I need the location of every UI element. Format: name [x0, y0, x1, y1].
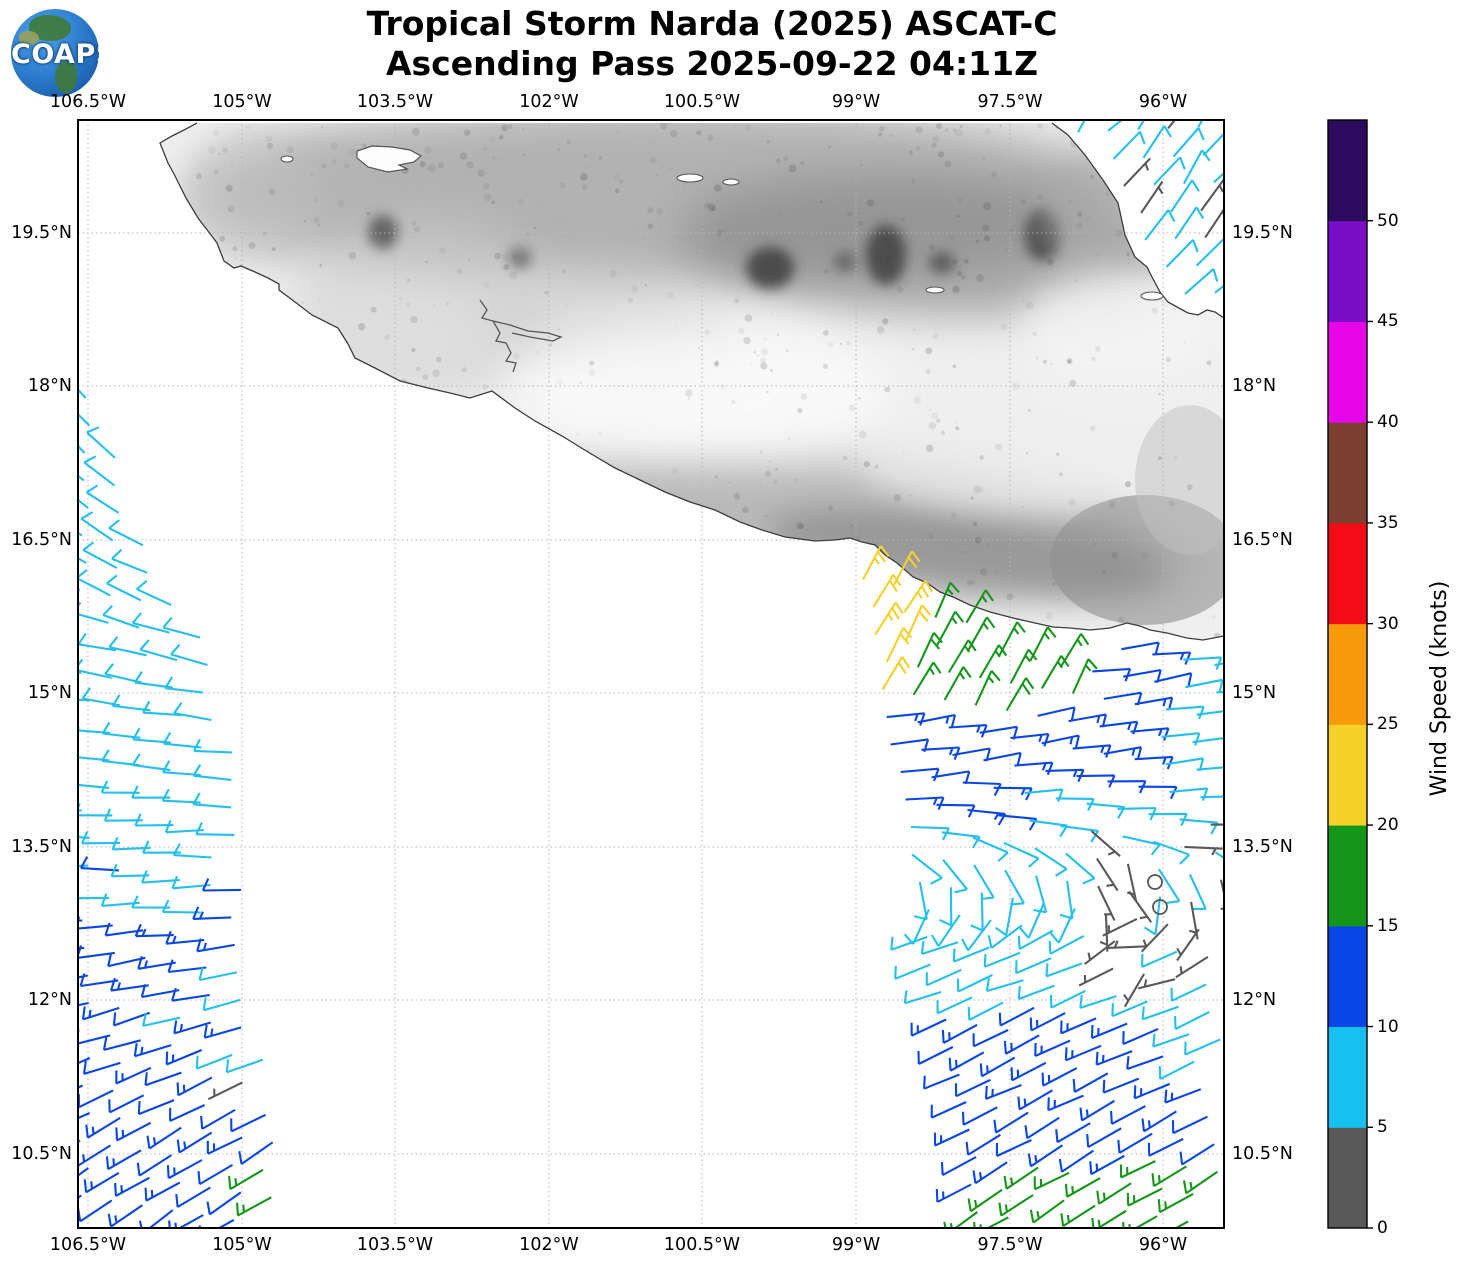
- colorbar-tick-label: 50: [1377, 210, 1399, 231]
- lon-tick-label-top: 105°W: [212, 92, 272, 112]
- colorbar-tick-label: 40: [1377, 412, 1399, 433]
- lat-tick-label-left: 12°N: [27, 990, 72, 1010]
- colorbar-tick-label: 25: [1377, 714, 1399, 735]
- lon-tick-label-bottom: 106.5°W: [49, 1235, 127, 1255]
- lat-tick-label-left: 18°N: [27, 376, 72, 396]
- logo-text: COAPS: [11, 39, 99, 70]
- coastlines: [159, 122, 1224, 641]
- lon-tick-label-top: 100.5°W: [663, 92, 741, 112]
- lon-tick-label-bottom: 103.5°W: [356, 1235, 434, 1255]
- lon-tick-label-bottom: 105°W: [212, 1235, 272, 1255]
- lat-tick-label-left: 10.5°N: [11, 1144, 72, 1164]
- lat-tick-label-right: 13.5°N: [1232, 837, 1293, 857]
- colorbar-segment: [1328, 1127, 1367, 1229]
- logo-continent-blob: [19, 31, 39, 45]
- colorbar-segment: [1328, 1026, 1367, 1128]
- lon-tick-label-bottom: 99°W: [831, 1235, 881, 1255]
- lat-tick-label-left: 16.5°N: [11, 530, 72, 550]
- colorbar-tick-label: 45: [1377, 311, 1399, 332]
- colorbar-segment: [1328, 925, 1367, 1028]
- lon-tick-label-bottom: 97.5°W: [977, 1235, 1043, 1255]
- lon-tick-label-bottom: 96°W: [1138, 1235, 1188, 1255]
- colorbar-tick-label: 30: [1377, 613, 1399, 634]
- colorbar-tick-label: 10: [1377, 1016, 1399, 1037]
- lat-tick-label-left: 19.5°N: [11, 223, 72, 243]
- lon-tick-label-top: 99°W: [831, 92, 881, 112]
- colorbar-tick-label: 15: [1377, 915, 1399, 936]
- lon-tick-label-bottom: 102°W: [519, 1235, 579, 1255]
- colorbar-segment: [1328, 724, 1367, 826]
- colorbar-tick-label: 5: [1377, 1117, 1388, 1138]
- calm-wind-circle: [1147, 874, 1163, 890]
- colorbar-tick-label: 0: [1377, 1218, 1388, 1238]
- lat-tick-label-right: 16.5°N: [1232, 530, 1293, 550]
- terrain-layer: [160, 123, 1224, 640]
- colorbar-segment: [1328, 321, 1367, 423]
- colorbar-segment: [1328, 220, 1367, 322]
- colorbar-segment: [1328, 422, 1367, 524]
- lat-tick-label-right: 15°N: [1232, 683, 1277, 703]
- wind-barbs: [78, 120, 1224, 1228]
- lon-tick-label-top: 106.5°W: [49, 92, 127, 112]
- title-line-2: Ascending Pass 2025-09-22 04:11Z: [385, 44, 1039, 84]
- lon-tick-label-top: 96°W: [1138, 92, 1188, 112]
- lat-tick-label-left: 13.5°N: [11, 837, 72, 857]
- plot-border: [77, 119, 1225, 1229]
- lat-tick-label-right: 19.5°N: [1232, 223, 1293, 243]
- lon-tick-label-bottom: 100.5°W: [663, 1235, 741, 1255]
- lon-tick-label-top: 97.5°W: [977, 92, 1043, 112]
- colorbar-segment: [1328, 120, 1367, 222]
- lat-tick-label-left: 15°N: [27, 683, 72, 703]
- lat-tick-label-right: 18°N: [1232, 376, 1277, 396]
- colorbar: [1327, 119, 1373, 1229]
- colorbar-segment: [1328, 623, 1367, 725]
- lat-tick-label-right: 10.5°N: [1232, 1144, 1293, 1164]
- colorbar-title: Wind Speed (knots): [1427, 580, 1453, 797]
- logo-continent-south-america: [55, 61, 77, 93]
- lon-tick-label-top: 102°W: [519, 92, 579, 112]
- coaps-logo: COAPS: [11, 9, 99, 97]
- colorbar-tick-label: 20: [1377, 815, 1399, 836]
- colorbar-segment: [1328, 522, 1367, 625]
- figure-title: Tropical Storm Narda (2025) ASCAT-C Asce…: [0, 4, 1424, 85]
- colorbar-segment: [1328, 825, 1367, 927]
- colorbar-tick-label: 35: [1377, 512, 1399, 533]
- calm-wind-circle: [1152, 899, 1168, 915]
- title-line-1: Tropical Storm Narda (2025) ASCAT-C: [366, 4, 1058, 43]
- lat-tick-label-right: 12°N: [1232, 990, 1277, 1010]
- lon-tick-label-top: 103.5°W: [356, 92, 434, 112]
